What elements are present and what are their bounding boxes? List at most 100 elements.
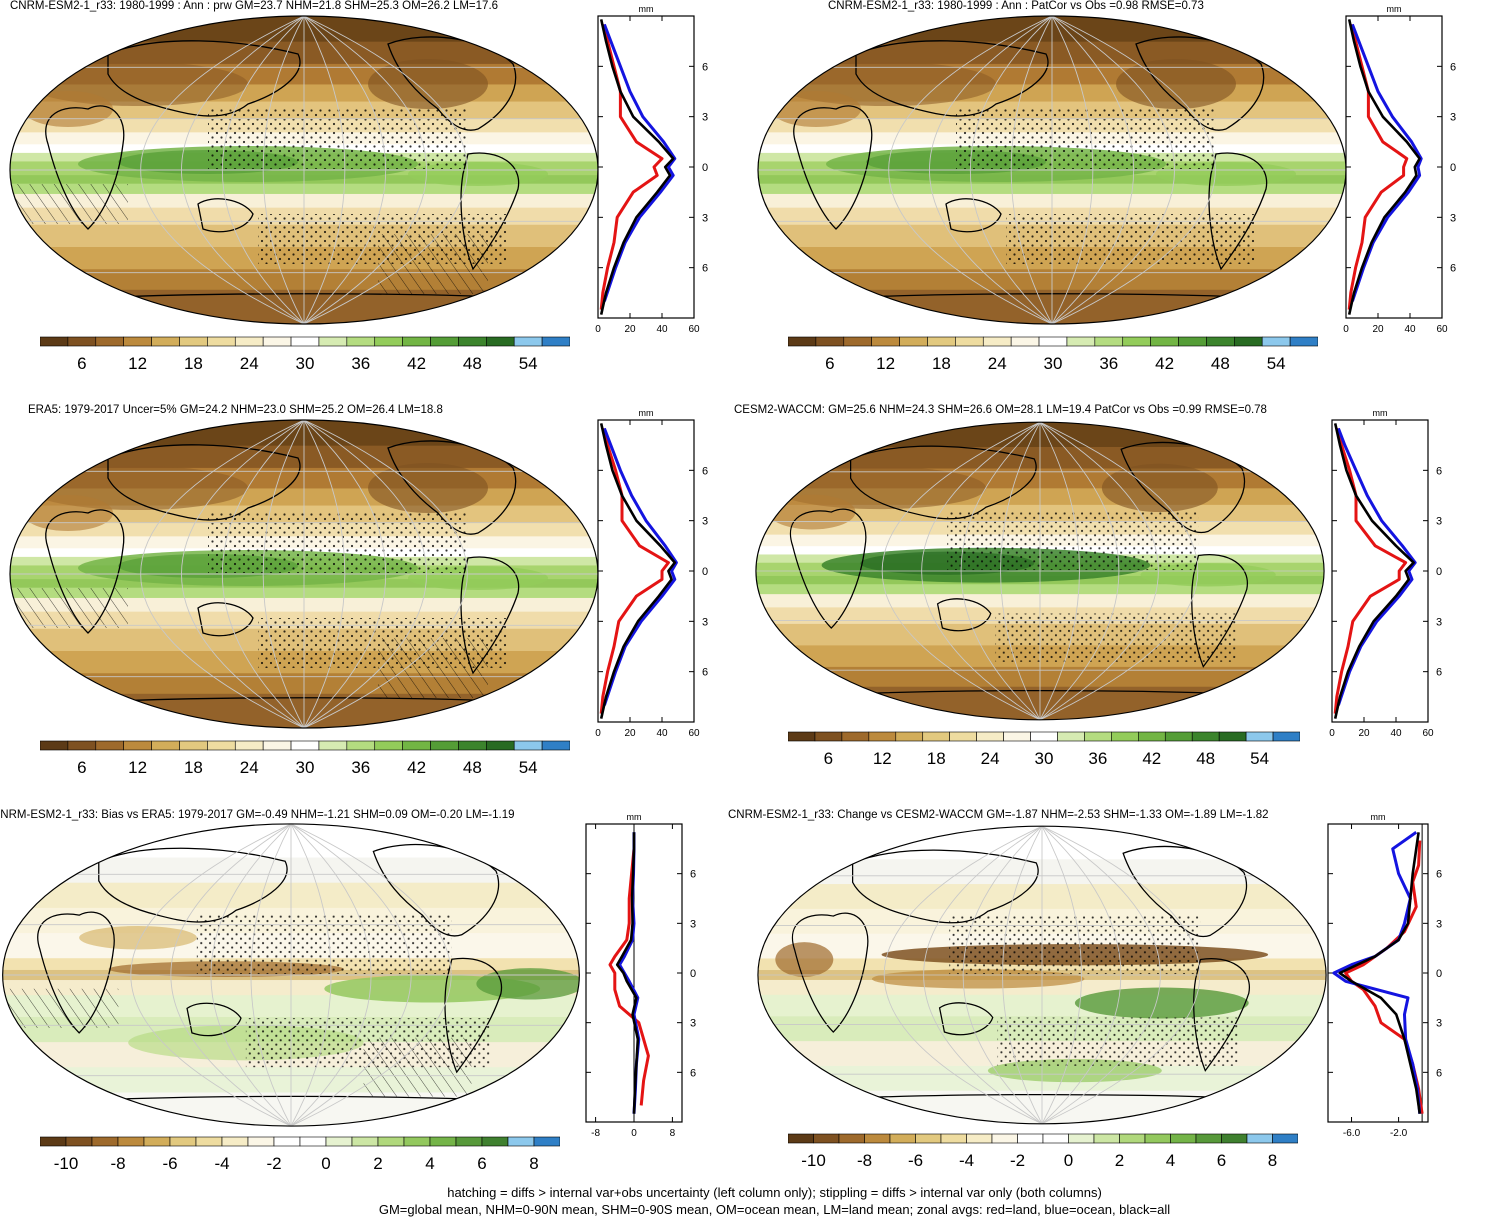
lat-tick-label: 60N [1436, 869, 1442, 881]
panel-title: ERA5: 1979-2017 Uncer=5% GM=24.2 NHM=23.… [28, 404, 443, 416]
colorbar-swatch [788, 1134, 814, 1143]
colorbar-swatch [542, 337, 570, 346]
panel-title: CNRM-ESM2-1_r33: Bias vs ERA5: 1979-2017… [0, 809, 515, 821]
colorbar-label: 18 [184, 758, 203, 777]
colorbar-swatch [300, 1137, 326, 1146]
x-tick-label: -8 [591, 1128, 600, 1139]
stippling [947, 512, 1198, 570]
colorbar-swatch [1138, 732, 1165, 741]
colorbar-swatch [291, 741, 319, 750]
colorbar-swatch [96, 337, 124, 346]
lat-tick-label: 30S [1436, 616, 1442, 628]
colorbar-label: -8 [110, 1154, 125, 1173]
footer-note: hatching = diffs > internal var+obs unce… [0, 1184, 1489, 1218]
colorbar: 612182430364248546066 [40, 740, 570, 780]
lat-tick-label: 30S [702, 616, 708, 628]
colorbar-label: 30 [296, 354, 315, 373]
map-panel [8, 14, 600, 326]
x-tick-label: 0 [595, 728, 601, 739]
map-panel [756, 14, 1348, 326]
colorbar-label: 54 [1267, 354, 1286, 373]
colorbar-swatch [815, 732, 842, 741]
colorbar-swatch [40, 741, 68, 750]
colorbar-label: 0 [321, 1154, 330, 1173]
colorbar-label: -6 [908, 1151, 923, 1170]
change-negative [775, 942, 833, 977]
colorbar: 612182430364248546066 [788, 731, 1300, 771]
lat-tick-label: 60S [1436, 667, 1442, 679]
colorbar-swatch [152, 337, 180, 346]
colorbar-label: 12 [128, 758, 147, 777]
lat-tick-label: 30N [1436, 918, 1442, 930]
colorbar-swatch [482, 1137, 508, 1146]
colorbar-swatch [1057, 732, 1084, 741]
colorbar-swatch [927, 337, 955, 346]
colorbar: -10-8-6-4-20246810 [788, 1133, 1298, 1173]
colorbar-swatch [263, 337, 291, 346]
colorbar-swatch [1219, 732, 1246, 741]
colorbar-swatch [842, 732, 869, 741]
colorbar-swatch [1234, 337, 1262, 346]
hatching [8, 588, 128, 628]
colorbar-swatch [68, 741, 96, 750]
colorbar-label: 8 [1268, 1151, 1277, 1170]
colorbar-swatch [235, 337, 263, 346]
lat-tick-label: 30N [702, 516, 708, 528]
colorbar-swatch [263, 741, 291, 750]
colorbar-swatch [1004, 732, 1031, 741]
lat-tick-label: 60N [702, 465, 708, 477]
colorbar-label: 6 [1217, 1151, 1226, 1170]
colorbar-swatch [869, 732, 896, 741]
colorbar-swatch [814, 1134, 840, 1143]
colorbar-swatch [170, 1137, 196, 1146]
sahara-dry [771, 91, 861, 127]
colorbar-swatch [347, 741, 375, 750]
lat-tick-label: 0 [702, 566, 708, 578]
colorbar-swatch [1111, 732, 1138, 741]
colorbar-swatch [40, 1137, 66, 1146]
colorbar-swatch [1069, 1134, 1095, 1143]
colorbar-label: 30 [1044, 354, 1063, 373]
colorbar-label: 54 [519, 354, 538, 373]
zonal-unit-label: mm [1387, 4, 1402, 14]
stippling [949, 916, 1200, 974]
colorbar-swatch [40, 337, 68, 346]
colorbar-label: -6 [162, 1154, 177, 1173]
map-panel [0, 822, 582, 1128]
colorbar-label: 12 [876, 354, 895, 373]
colorbar-swatch [1165, 732, 1192, 741]
colorbar-label: 48 [463, 758, 482, 777]
colorbar-swatch [1262, 337, 1290, 346]
colorbar-swatch [96, 741, 124, 750]
colorbar-swatch [542, 741, 570, 750]
zonal-unit-label: mm [639, 408, 654, 418]
x-tick-label: 20 [1372, 324, 1384, 335]
colorbar-swatch [983, 337, 1011, 346]
colorbar-swatch [1196, 1134, 1222, 1143]
colorbar-swatch [403, 337, 431, 346]
colorbar-swatch [1018, 1134, 1044, 1143]
colorbar-swatch [319, 337, 347, 346]
lat-tick-label: 60S [690, 1067, 696, 1079]
colorbar-label: 12 [128, 354, 147, 373]
colorbar-swatch [839, 1134, 865, 1143]
colorbar-label: 48 [1211, 354, 1230, 373]
colorbar-label: 30 [1035, 749, 1054, 768]
colorbar-label: 36 [1088, 749, 1107, 768]
colorbar-swatch [816, 337, 844, 346]
colorbar-swatch [375, 337, 403, 346]
colorbar-swatch [458, 337, 486, 346]
map-panel [8, 418, 600, 730]
colorbar-swatch [1273, 1134, 1299, 1143]
colorbar-swatch [1145, 1134, 1171, 1143]
colorbar-label: 0 [1064, 1151, 1073, 1170]
colorbar-swatch [118, 1137, 144, 1146]
colorbar-label: 24 [240, 758, 259, 777]
colorbar-swatch [1246, 732, 1273, 741]
colorbar-swatch [319, 741, 347, 750]
stippling [956, 109, 1216, 169]
colorbar-swatch [124, 337, 152, 346]
zonal-unit-label: mm [1371, 812, 1386, 822]
lat-tick-label: 30N [1436, 516, 1442, 528]
stippling [197, 915, 452, 974]
